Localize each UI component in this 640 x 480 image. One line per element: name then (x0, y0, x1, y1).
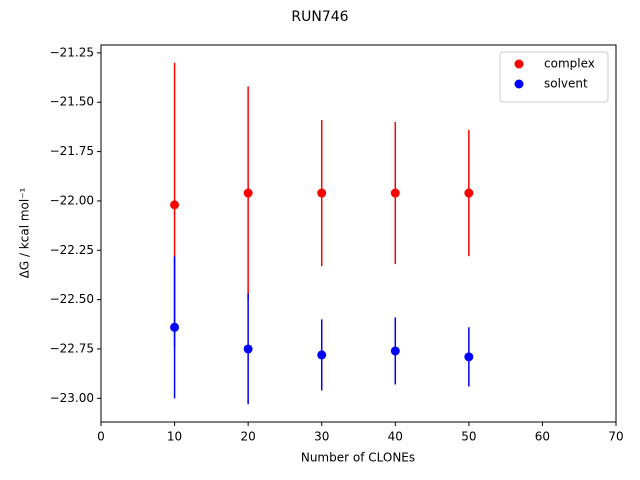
data-point (243, 344, 253, 354)
data-point (170, 200, 180, 210)
x-tick-label: 40 (388, 430, 403, 444)
y-tick-label: −22.75 (50, 341, 94, 355)
y-axis-label: ΔG / kcal mol⁻¹ (18, 187, 32, 278)
y-tick-label: −22.00 (50, 193, 94, 207)
plot-frame (100, 44, 617, 423)
y-tick-label: −21.25 (50, 45, 94, 59)
legend-label: solvent (544, 77, 588, 91)
data-point (464, 352, 474, 362)
x-tick-label: 0 (97, 430, 105, 444)
x-tick-label: 30 (314, 430, 329, 444)
x-tick-label: 10 (167, 430, 182, 444)
legend-label: complex (544, 57, 595, 71)
x-tick-label: 60 (535, 430, 550, 444)
x-tick-label: 20 (241, 430, 256, 444)
legend-box (499, 51, 609, 103)
data-point (317, 350, 327, 360)
y-tick-label: −21.50 (50, 95, 94, 109)
y-tick-label: −21.75 (50, 144, 94, 158)
y-tick-label: −22.50 (50, 292, 94, 306)
x-tick-label: 50 (461, 430, 476, 444)
data-point (390, 188, 400, 198)
data-point (317, 188, 327, 198)
data-point (464, 188, 474, 198)
y-tick-label: −23.00 (50, 391, 94, 405)
data-point (243, 188, 253, 198)
x-tick-label: 70 (608, 430, 623, 444)
data-point (170, 322, 180, 332)
data-point (390, 346, 400, 356)
y-tick-label: −22.25 (50, 243, 94, 257)
legend-marker (514, 79, 524, 89)
x-axis-label: Number of CLONEs (301, 451, 415, 465)
legend-marker (514, 59, 524, 69)
chart-title: RUN746 (291, 9, 348, 25)
